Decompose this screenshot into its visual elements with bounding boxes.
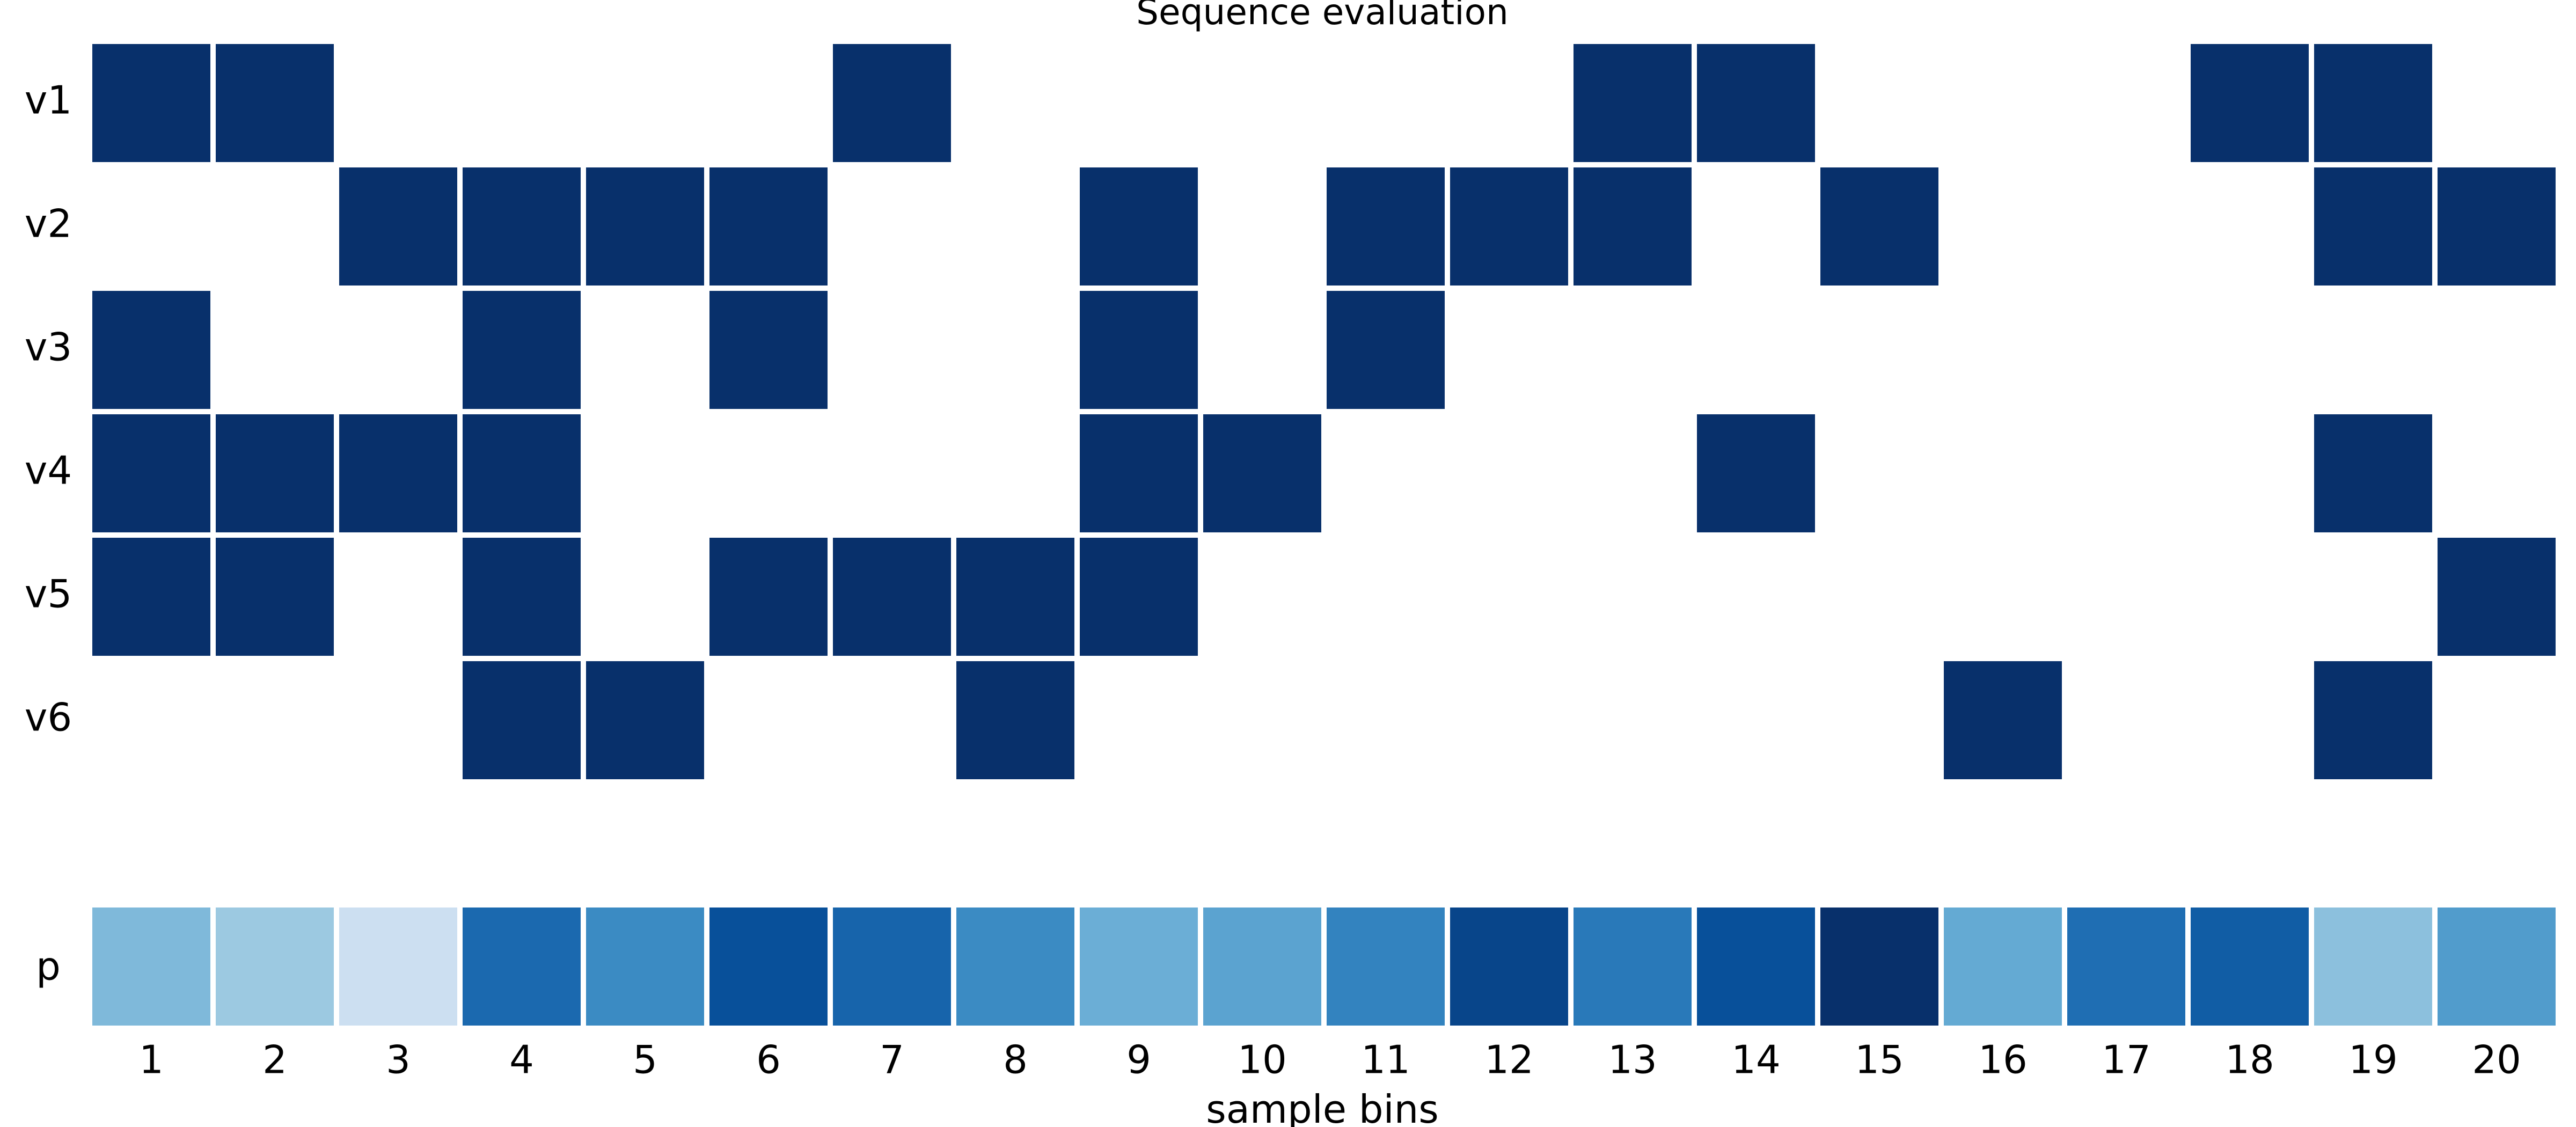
p-cell-19 bbox=[2314, 908, 2432, 1026]
cell-v2-19 bbox=[2314, 167, 2432, 286]
p-cell-11 bbox=[1327, 908, 1445, 1026]
cell-v2-11 bbox=[1327, 167, 1445, 286]
x-tick-10: 10 bbox=[1238, 1037, 1287, 1082]
x-tick-5: 5 bbox=[633, 1037, 657, 1082]
p-cell-6 bbox=[709, 908, 828, 1026]
x-tick-13: 13 bbox=[1608, 1037, 1657, 1082]
cell-v5-8 bbox=[956, 538, 1074, 656]
x-tick-17: 17 bbox=[2102, 1037, 2151, 1082]
x-axis-label: sample bins bbox=[1206, 1087, 1439, 1127]
cell-v2-13 bbox=[1574, 167, 1692, 286]
x-tick-11: 11 bbox=[1361, 1037, 1410, 1082]
row-labels: v1 v2 v3 v4 v5 v6 bbox=[25, 78, 72, 740]
p-cell-15 bbox=[1820, 908, 1938, 1026]
cell-v4-2 bbox=[216, 414, 334, 532]
cell-v1-14 bbox=[1697, 44, 1815, 162]
p-cell-5 bbox=[586, 908, 704, 1026]
p-cell-7 bbox=[833, 908, 951, 1026]
cell-v4-10 bbox=[1203, 414, 1321, 532]
p-cell-14 bbox=[1697, 908, 1815, 1026]
x-tick-6: 6 bbox=[756, 1037, 781, 1082]
binary-grid bbox=[92, 44, 2556, 779]
cell-v2-15 bbox=[1820, 167, 1938, 286]
cell-v5-6 bbox=[709, 538, 828, 656]
row-label-v3: v3 bbox=[25, 325, 72, 370]
cell-v6-19 bbox=[2314, 661, 2432, 779]
p-cell-8 bbox=[956, 908, 1074, 1026]
cell-v3-11 bbox=[1327, 291, 1445, 409]
p-cell-9 bbox=[1080, 908, 1198, 1026]
cell-v1-1 bbox=[92, 44, 210, 162]
cell-v5-7 bbox=[833, 538, 951, 656]
cell-v5-1 bbox=[92, 538, 210, 656]
x-tick-8: 8 bbox=[1003, 1037, 1028, 1082]
cell-v6-16 bbox=[1944, 661, 2062, 779]
p-cell-17 bbox=[2067, 908, 2185, 1026]
cell-v5-9 bbox=[1080, 538, 1198, 656]
cell-v6-5 bbox=[586, 661, 704, 779]
p-cell-3 bbox=[339, 908, 457, 1026]
row-label-v4: v4 bbox=[25, 448, 72, 493]
cell-v4-3 bbox=[339, 414, 457, 532]
p-cell-10 bbox=[1203, 908, 1321, 1026]
cell-v5-20 bbox=[2438, 538, 2556, 656]
p-cell-18 bbox=[2191, 908, 2309, 1026]
row-label-v5: v5 bbox=[25, 572, 72, 617]
p-cell-4 bbox=[463, 908, 581, 1026]
cell-v2-12 bbox=[1450, 167, 1568, 286]
cell-v4-14 bbox=[1697, 414, 1815, 532]
cell-v5-2 bbox=[216, 538, 334, 656]
cell-v2-6 bbox=[709, 167, 828, 286]
x-tick-14: 14 bbox=[1731, 1037, 1781, 1082]
x-tick-3: 3 bbox=[386, 1037, 411, 1082]
p-row-label: p bbox=[36, 944, 61, 989]
p-cell-1 bbox=[92, 908, 210, 1026]
cell-v1-2 bbox=[216, 44, 334, 162]
cell-v4-19 bbox=[2314, 414, 2432, 532]
cell-v2-20 bbox=[2438, 167, 2556, 286]
cell-v4-4 bbox=[463, 414, 581, 532]
row-label-v6: v6 bbox=[25, 695, 72, 740]
cell-v2-4 bbox=[463, 167, 581, 286]
x-tick-7: 7 bbox=[880, 1037, 904, 1082]
row-label-v1: v1 bbox=[25, 78, 72, 123]
cell-v1-7 bbox=[833, 44, 951, 162]
cell-v3-6 bbox=[709, 291, 828, 409]
p-cell-13 bbox=[1574, 908, 1692, 1026]
cell-v4-9 bbox=[1080, 414, 1198, 532]
x-tick-4: 4 bbox=[509, 1037, 534, 1082]
cell-v1-19 bbox=[2314, 44, 2432, 162]
x-tick-9: 9 bbox=[1126, 1037, 1151, 1082]
cell-v3-9 bbox=[1080, 291, 1198, 409]
cell-v1-18 bbox=[2191, 44, 2309, 162]
cell-v4-1 bbox=[92, 414, 210, 532]
cell-v2-9 bbox=[1080, 167, 1198, 286]
row-label-v2: v2 bbox=[25, 201, 72, 246]
cell-v2-3 bbox=[339, 167, 457, 286]
cell-v6-4 bbox=[463, 661, 581, 779]
x-tick-15: 15 bbox=[1855, 1037, 1904, 1082]
x-tick-labels: 1 2 3 4 5 6 7 8 9 10 11 12 13 14 15 16 17 18 19 20 bbox=[139, 1037, 2521, 1082]
x-tick-16: 16 bbox=[1978, 1037, 2028, 1082]
x-tick-18: 18 bbox=[2225, 1037, 2274, 1082]
cell-v5-4 bbox=[463, 538, 581, 656]
p-row bbox=[92, 908, 2556, 1026]
cell-v2-5 bbox=[586, 167, 704, 286]
x-tick-1: 1 bbox=[139, 1037, 164, 1082]
p-cell-16 bbox=[1944, 908, 2062, 1026]
cell-v6-8 bbox=[956, 661, 1074, 779]
chart-title: Sequence evaluation bbox=[1136, 0, 1509, 33]
x-tick-2: 2 bbox=[262, 1037, 287, 1082]
x-tick-12: 12 bbox=[1484, 1037, 1534, 1082]
cell-v3-1 bbox=[92, 291, 210, 409]
x-tick-19: 19 bbox=[2348, 1037, 2398, 1082]
p-cell-2 bbox=[216, 908, 334, 1026]
cell-v3-4 bbox=[463, 291, 581, 409]
p-cell-20 bbox=[2438, 908, 2556, 1026]
p-cell-12 bbox=[1450, 908, 1568, 1026]
cell-v1-13 bbox=[1574, 44, 1692, 162]
x-tick-20: 20 bbox=[2472, 1037, 2521, 1082]
